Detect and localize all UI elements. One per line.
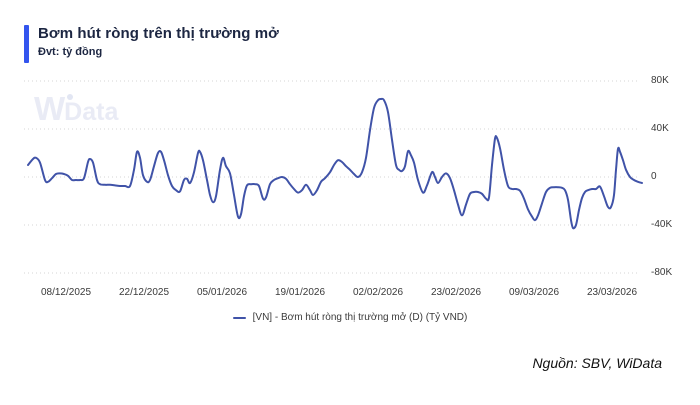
x-tick-label: 23/03/2026	[586, 287, 638, 298]
x-tick-label: 23/02/2026	[430, 287, 482, 298]
y-tick-label: 0	[651, 171, 657, 182]
source-note: Nguồn: SBV, WiData	[532, 355, 662, 371]
page-title: Bơm hút ròng trên thị trường mở	[38, 25, 279, 42]
widata-watermark: W Data	[34, 90, 118, 128]
legend-label: [VN] - Bơm hút ròng thị trường mở (D) (T…	[252, 312, 468, 323]
unit-label: Đvt: tỷ đồng	[38, 46, 103, 58]
x-tick-label: 08/12/2025	[40, 287, 92, 298]
x-tick-label: 09/03/2026	[508, 287, 560, 298]
x-tick-label: 19/01/2026	[274, 287, 326, 298]
line-chart	[24, 80, 643, 274]
x-tick-label: 02/02/2026	[352, 287, 404, 298]
chart-legend: [VN] - Bơm hút ròng thị trường mở (D) (T…	[0, 312, 700, 323]
legend-line-marker	[232, 316, 246, 319]
y-tick-label: -40K	[651, 219, 673, 230]
x-tick-label: 22/12/2025	[118, 287, 170, 298]
y-tick-label: 80K	[651, 75, 669, 86]
y-tick-label: -80K	[651, 267, 673, 278]
watermark-rest: Data	[64, 98, 119, 126]
watermark-dot-icon	[67, 94, 73, 100]
title-accent-bar	[24, 25, 29, 63]
series-line	[27, 97, 643, 230]
x-tick-label: 05/01/2026	[196, 287, 248, 298]
y-tick-label: 40K	[651, 123, 669, 134]
watermark-w: W	[34, 90, 65, 127]
